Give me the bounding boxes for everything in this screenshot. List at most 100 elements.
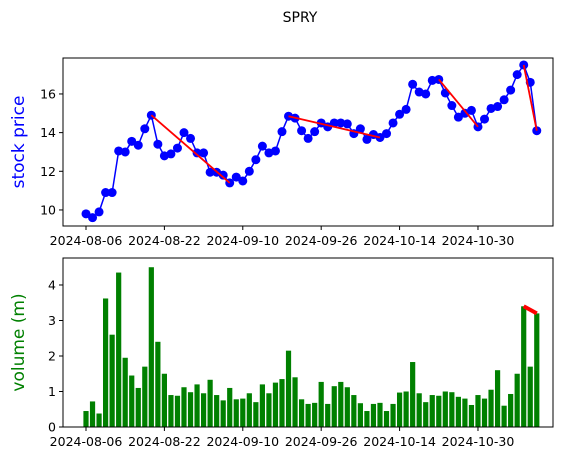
highlight-segment [522,304,538,316]
highlight-segment [288,115,381,139]
volume-bar [109,334,115,427]
price-marker [231,172,241,182]
price-marker [120,147,130,157]
price-marker [480,114,490,124]
y-tick-label: 14 [40,125,56,140]
volume-bar [298,399,305,427]
volume-bar [436,395,442,427]
volume-bar [207,379,213,427]
volume-bar [455,396,461,427]
y-tick-label: 1 [48,384,56,399]
volume-bar [142,366,148,427]
volume-bar [83,411,89,427]
x-tick-label: 2024-08-06 [50,434,123,449]
volume-bar [220,400,226,427]
x-tick-label: 2024-10-30 [442,434,515,449]
price-marker [355,124,365,134]
price-marker [94,207,104,217]
volume-bar [312,402,318,427]
y-tick-label: 0 [48,420,56,435]
price-marker [88,213,98,223]
volume-bar [148,267,154,427]
volume-bar [305,403,311,427]
volume-bar [227,387,233,427]
volume-bar [279,379,285,427]
volume-bar [240,398,246,427]
volume-bar [514,373,520,427]
price-marker [172,143,182,153]
price-marker [408,79,418,89]
price-marker [133,140,143,150]
price-marker [140,124,150,134]
y-axis-label: volume (m) [9,293,29,391]
price-marker [186,133,196,143]
chart-title: SPRY [283,10,318,26]
volume-bar [214,395,220,427]
volume-bar [377,402,383,427]
volume-bar [292,377,298,427]
price-marker [101,188,111,198]
price-marker [297,126,307,136]
volume-bar [161,373,167,427]
price-marker [329,118,339,128]
volume-bar [194,384,200,427]
x-tick-label: 2024-10-14 [363,434,436,449]
volume-bar [370,403,377,427]
price-marker [453,112,463,122]
y-tick-label: 12 [40,164,56,179]
volume-bar [168,395,174,427]
volume-bar [253,402,259,427]
price-marker [218,170,228,180]
price-marker [192,148,202,158]
price-marker [127,136,137,146]
volume-bar [135,387,141,427]
price-marker [395,109,405,119]
volume-bar [475,395,481,427]
y-axis-label: stock price [9,96,29,189]
price-marker [257,141,267,151]
volume-bar [89,401,96,427]
volume-bar [410,362,416,427]
price-marker [342,119,352,129]
x-tick-label: 2024-09-10 [206,434,279,449]
volume-bar [429,395,435,427]
volume-bar [122,357,128,427]
y-tick-label: 4 [48,277,56,292]
volume-bar [462,398,468,427]
volume-bar [116,272,122,427]
price-marker [310,127,320,137]
volume-bar [501,405,507,427]
price-marker [506,85,516,95]
price-marker [166,149,176,159]
volume-bar [181,387,187,427]
price-marker [388,118,398,128]
x-tick-label: 2024-09-26 [285,233,358,248]
volume-bar [187,392,194,427]
volume-bar [246,393,252,427]
volume-bar [200,393,207,427]
x-tick-label: 2024-08-06 [50,233,123,248]
price-marker [238,176,248,186]
volume-bar [488,389,494,427]
highlight-segment [522,64,538,131]
price-marker [179,128,189,138]
price-marker [205,167,215,177]
price-marker [466,105,476,115]
price-marker [107,188,117,198]
price-marker [493,102,503,112]
highlight-segment [438,78,479,128]
price-marker [401,104,411,114]
volume-bar [423,402,429,427]
price-marker [251,155,261,165]
volume-bar [96,413,102,427]
volume-bar [272,382,279,427]
volume-bar [338,381,344,427]
price-marker [153,139,163,149]
y-tick-label: 3 [48,313,56,328]
y-tick-label: 2 [48,348,56,363]
price-marker [362,134,372,144]
y-tick-label: 16 [40,86,56,101]
volume-bar [364,411,370,427]
x-tick-label: 2024-10-30 [442,233,515,248]
